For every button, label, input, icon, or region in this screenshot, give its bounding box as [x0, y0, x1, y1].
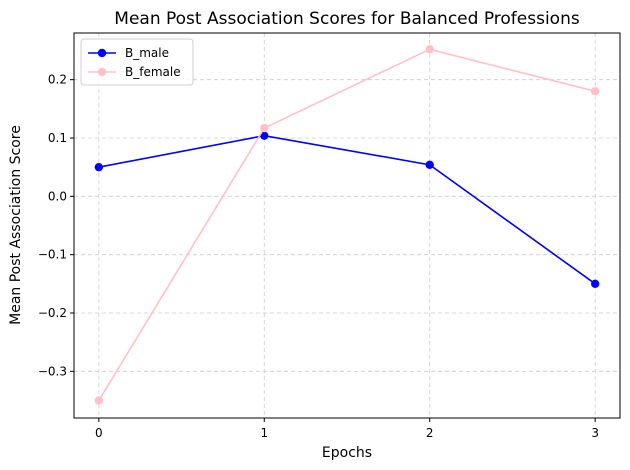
plot-frame: [73, 32, 621, 419]
legend-marker: [97, 67, 107, 77]
x-tick-label: 3: [591, 426, 599, 440]
data-point: [94, 162, 104, 172]
legend-label: B_female: [125, 65, 181, 79]
y-tick-label: −0.1: [38, 248, 67, 262]
y-tick-label: 0.0: [48, 189, 67, 203]
y-tick-label: −0.2: [38, 306, 67, 320]
x-tick-label: 2: [426, 426, 434, 440]
series-line: [98, 48, 596, 401]
legend: B_male B_female: [80, 38, 194, 86]
data-point: [260, 131, 269, 140]
legend-marker: [97, 48, 107, 58]
x-tick-label: 1: [260, 426, 268, 440]
legend-box: [80, 38, 194, 86]
data-point: [590, 87, 600, 96]
data-point: [425, 45, 434, 54]
data-point: [260, 123, 269, 133]
x-axis-label: Epochs: [322, 445, 372, 461]
series-b-male: [94, 131, 600, 289]
series-b-female: [94, 45, 600, 405]
y-tick-label: 0.1: [48, 131, 67, 145]
data-point: [94, 396, 104, 405]
data-point: [590, 279, 600, 289]
axis-ticks: 0 1 2 3 −0.3 −0.2 −0.1 0.0 0.1 0.2: [38, 73, 599, 440]
y-tick-label: 0.2: [48, 73, 67, 87]
y-axis-label: Mean Post Association Score: [8, 125, 24, 325]
data-point: [425, 160, 434, 170]
chart-title: Mean Post Association Scores for Balance…: [114, 9, 580, 29]
legend-label: B_male: [125, 46, 169, 60]
x-tick-label: 0: [95, 426, 103, 440]
y-tick-label: −0.3: [38, 364, 67, 378]
series-layer: [94, 45, 600, 405]
series-line: [98, 134, 596, 285]
grid: [74, 33, 620, 418]
